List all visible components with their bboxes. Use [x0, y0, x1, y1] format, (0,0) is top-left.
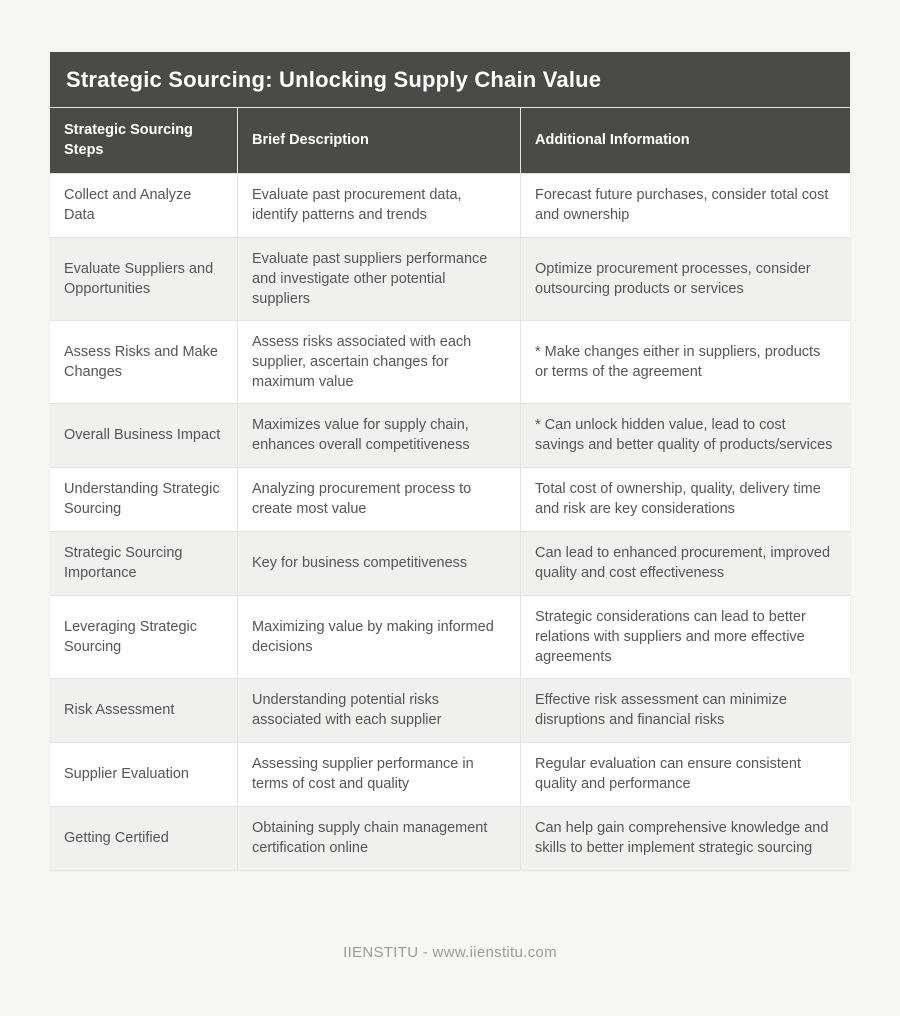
cell-step: Assess Risks and Make Changes	[50, 319, 237, 403]
column-header-description: Brief Description	[237, 108, 520, 173]
cell-additional-info: Optimize procurement processes, consider…	[520, 236, 850, 320]
cell-step: Understanding Strategic Sourcing	[50, 466, 237, 531]
cell-additional-info: Total cost of ownership, quality, delive…	[520, 466, 850, 531]
column-header-steps: Strategic Sourcing Steps	[64, 122, 193, 159]
table-row: Collect and Analyze Data Evaluate past p…	[50, 172, 850, 237]
cell-additional-info: * Can unlock hidden value, lead to cost …	[520, 402, 850, 467]
table-row: Evaluate Suppliers and Opportunities Eva…	[50, 236, 850, 320]
cell-additional-info: Regular evaluation can ensure consistent…	[520, 741, 850, 806]
table-row: Supplier Evaluation Assessing supplier p…	[50, 741, 850, 806]
cell-step: Leveraging Strategic Sourcing	[50, 594, 237, 678]
cell-step: Overall Business Impact	[50, 402, 237, 467]
table-title: Strategic Sourcing: Unlocking Supply Cha…	[50, 52, 850, 107]
cell-description: Understanding potential risks associated…	[237, 677, 520, 742]
cell-step: Getting Certified	[50, 805, 237, 870]
cell-additional-info: Effective risk assessment can minimize d…	[520, 677, 850, 742]
cell-additional-info: Can help gain comprehensive knowledge an…	[520, 805, 850, 870]
table-row: Overall Business Impact Maximizes value …	[50, 402, 850, 467]
table-row: Risk Assessment Understanding potential …	[50, 677, 850, 742]
cell-step: Supplier Evaluation	[50, 741, 237, 806]
cell-additional-info: * Make changes either in suppliers, prod…	[520, 319, 850, 403]
cell-description: Maximizing value by making informed deci…	[237, 594, 520, 678]
cell-description: Evaluate past suppliers performance and …	[237, 236, 520, 320]
cell-additional-info: Strategic considerations can lead to bet…	[520, 594, 850, 678]
table-header-row: Strategic Sourcing Steps Brief Descripti…	[50, 107, 850, 173]
cell-step: Strategic Sourcing Importance	[50, 530, 237, 595]
cell-additional-info: Forecast future purchases, consider tota…	[520, 172, 850, 237]
cell-description: Evaluate past procurement data, identify…	[237, 172, 520, 237]
footer-attribution: IIENSTITU - www.iienstitu.com	[343, 944, 557, 961]
table-row: Understanding Strategic Sourcing Analyzi…	[50, 466, 850, 531]
cell-description: Assess risks associated with each suppli…	[237, 319, 520, 403]
cell-description: Maximizes value for supply chain, enhanc…	[237, 402, 520, 467]
cell-step: Collect and Analyze Data	[50, 172, 237, 237]
table-row: Strategic Sourcing Importance Key for bu…	[50, 530, 850, 595]
cell-description: Assessing supplier performance in terms …	[237, 741, 520, 806]
cell-additional-info: Can lead to enhanced procurement, improv…	[520, 530, 850, 595]
table-row: Leveraging Strategic Sourcing Maximizing…	[50, 594, 850, 678]
table-row: Getting Certified Obtaining supply chain…	[50, 805, 850, 870]
table-row: Assess Risks and Make Changes Assess ris…	[50, 319, 850, 403]
column-header-additional-info: Additional Information	[520, 108, 850, 173]
cell-description: Key for business competitiveness	[237, 530, 520, 595]
cell-description: Analyzing procurement process to create …	[237, 466, 520, 531]
cell-step: Evaluate Suppliers and Opportunities	[50, 236, 237, 320]
cell-description: Obtaining supply chain management certif…	[237, 805, 520, 870]
strategic-sourcing-table: Strategic Sourcing: Unlocking Supply Cha…	[50, 52, 850, 870]
cell-step: Risk Assessment	[50, 677, 237, 742]
